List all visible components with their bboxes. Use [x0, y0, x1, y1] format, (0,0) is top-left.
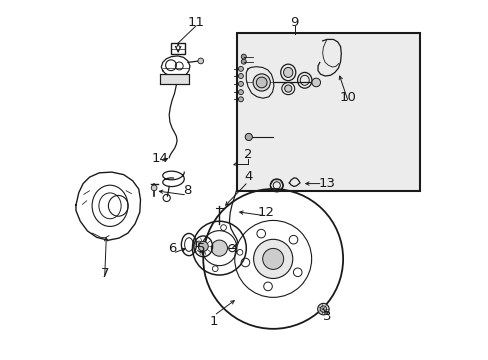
Text: 1: 1 — [209, 315, 218, 328]
Text: 13: 13 — [318, 177, 335, 190]
Circle shape — [238, 81, 243, 86]
Circle shape — [238, 97, 243, 102]
Circle shape — [244, 134, 252, 140]
Circle shape — [198, 58, 203, 64]
Text: 4: 4 — [244, 170, 252, 183]
Text: 8: 8 — [183, 184, 191, 197]
Circle shape — [211, 240, 227, 256]
Circle shape — [253, 239, 292, 279]
Bar — [160, 74, 188, 84]
Text: 6: 6 — [168, 242, 177, 255]
Text: 11: 11 — [187, 16, 204, 29]
Circle shape — [241, 59, 246, 64]
Ellipse shape — [283, 67, 292, 77]
Bar — [237, 33, 419, 191]
Circle shape — [238, 73, 243, 78]
Bar — [237, 33, 419, 191]
Circle shape — [151, 185, 157, 191]
Circle shape — [311, 78, 320, 87]
Circle shape — [262, 248, 283, 269]
Text: 5: 5 — [197, 242, 205, 255]
Circle shape — [238, 66, 243, 71]
Text: 12: 12 — [257, 206, 274, 219]
Text: 2: 2 — [244, 148, 252, 161]
Text: 3: 3 — [322, 310, 330, 323]
Ellipse shape — [256, 77, 266, 88]
Circle shape — [238, 90, 243, 95]
Circle shape — [317, 303, 328, 315]
Circle shape — [241, 54, 246, 59]
Text: 10: 10 — [339, 91, 356, 104]
Circle shape — [198, 241, 208, 251]
Ellipse shape — [253, 74, 270, 91]
Bar — [171, 43, 185, 54]
Text: 14: 14 — [151, 152, 168, 165]
Text: 9: 9 — [290, 16, 298, 29]
Ellipse shape — [284, 85, 291, 92]
Text: 7: 7 — [100, 267, 109, 280]
